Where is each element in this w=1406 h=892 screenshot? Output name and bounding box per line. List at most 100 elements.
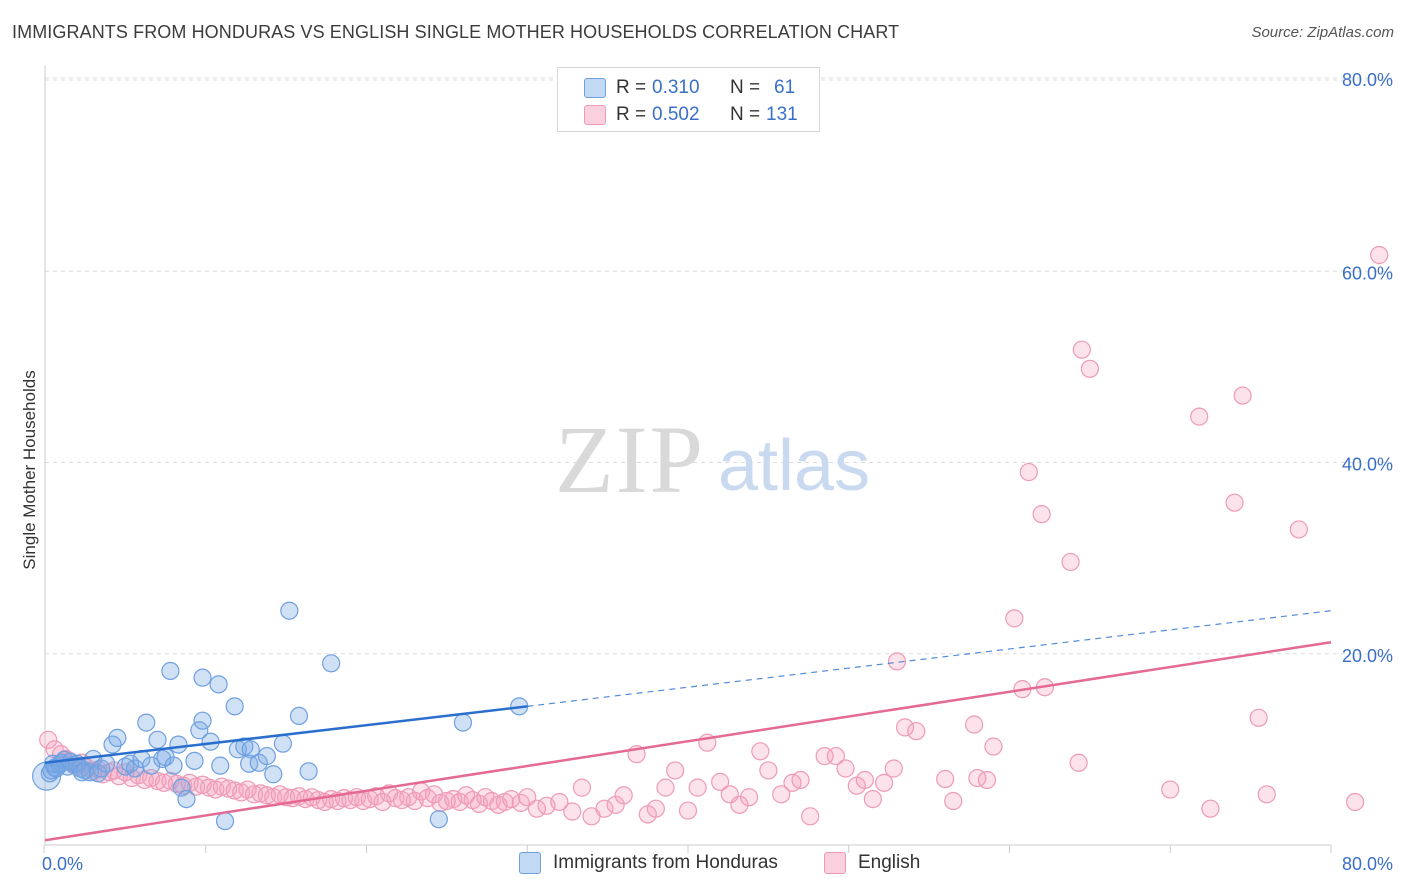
legend-item-honduras[interactable]: Immigrants from Honduras xyxy=(519,852,778,874)
data-point xyxy=(437,791,456,811)
data-point xyxy=(826,746,845,766)
data-point xyxy=(550,792,569,812)
chart-title: IMMIGRANTS FROM HONDURAS VS ENGLISH SING… xyxy=(12,22,900,42)
data-point xyxy=(1005,609,1024,628)
data-point xyxy=(177,789,196,809)
data-point xyxy=(299,762,318,781)
grid-lines xyxy=(45,77,1392,655)
data-point xyxy=(241,740,260,759)
data-point xyxy=(164,756,183,775)
data-point xyxy=(453,713,473,732)
legend-label-english: English xyxy=(858,852,921,873)
data-point xyxy=(1225,493,1244,512)
legend-swatch-blue xyxy=(519,852,541,874)
data-point xyxy=(863,789,882,809)
data-point xyxy=(39,730,58,749)
data-point xyxy=(322,654,341,673)
legend-swatch-pink xyxy=(584,105,606,125)
data-point xyxy=(1061,552,1080,572)
y-tick-label: 20.0% xyxy=(1342,646,1393,666)
data-point xyxy=(193,711,212,730)
data-point xyxy=(884,759,903,778)
data-point xyxy=(148,730,167,749)
data-point xyxy=(614,786,633,805)
data-point xyxy=(1032,505,1051,524)
data-point xyxy=(502,789,521,809)
data-point xyxy=(185,751,204,770)
data-point xyxy=(273,734,293,753)
legend-r-label: R = xyxy=(616,77,647,98)
data-point xyxy=(656,778,675,797)
data-point xyxy=(572,778,592,797)
data-point xyxy=(225,697,244,716)
data-point xyxy=(1080,359,1099,378)
data-point xyxy=(211,756,230,775)
data-point xyxy=(965,715,984,734)
data-point xyxy=(855,770,874,790)
data-point xyxy=(1190,407,1209,426)
trend-line-honduras xyxy=(44,705,528,765)
legend-r-value: 0.502 xyxy=(652,104,700,125)
data-point xyxy=(190,721,209,740)
data-point xyxy=(280,601,299,620)
data-point xyxy=(1201,799,1220,818)
data-point xyxy=(1161,780,1180,799)
y-tick-label: 60.0% xyxy=(1342,263,1393,283)
data-point xyxy=(711,772,730,791)
data-point xyxy=(563,802,582,821)
legend-n-value: 61 xyxy=(774,77,796,98)
legend-item-english[interactable]: English xyxy=(824,852,920,874)
data-point xyxy=(1289,520,1308,539)
data-point xyxy=(977,770,997,790)
data-point xyxy=(751,742,770,761)
legend-stats: R = 0.310 N = 61 R = 0.502 N = 131 xyxy=(557,67,820,132)
legend-series: Immigrants from Honduras English xyxy=(0,852,1406,878)
data-point xyxy=(1370,245,1389,265)
y-axis-label: Single Mother Households xyxy=(20,370,39,570)
data-point xyxy=(148,771,167,791)
data-point xyxy=(264,765,283,784)
data-point xyxy=(1072,340,1091,359)
data-point xyxy=(836,759,855,778)
data-point xyxy=(1233,386,1252,405)
legend-swatch-pink xyxy=(824,852,846,874)
data-point xyxy=(1069,753,1088,772)
data-point xyxy=(666,761,685,780)
data-point xyxy=(1257,785,1276,804)
legend-label-honduras: Immigrants from Honduras xyxy=(553,852,778,873)
data-point xyxy=(646,799,665,818)
data-point xyxy=(161,661,180,681)
data-point xyxy=(386,789,405,808)
data-point xyxy=(154,773,174,792)
data-point xyxy=(791,770,810,790)
data-point xyxy=(772,785,791,804)
data-point xyxy=(257,746,276,766)
data-point xyxy=(225,781,244,800)
trend-line-honduras-extension xyxy=(527,610,1332,707)
data-point xyxy=(240,754,259,773)
data-point xyxy=(801,807,820,826)
legend-swatch-blue xyxy=(584,78,606,98)
honduras-points xyxy=(32,601,529,831)
watermark: ZIP atlas xyxy=(555,406,870,513)
source-label: Source: ZipAtlas.com xyxy=(1251,24,1394,41)
legend-n-label: N = xyxy=(730,104,761,125)
legend-r-value: 0.310 xyxy=(652,77,700,98)
data-point xyxy=(944,791,963,811)
data-point xyxy=(936,769,955,789)
data-point xyxy=(244,785,264,804)
data-point xyxy=(289,706,309,726)
data-point xyxy=(199,778,219,797)
axes xyxy=(43,66,1332,853)
data-point xyxy=(1019,462,1038,482)
data-point xyxy=(895,718,915,737)
x-tick-label: 80.0% xyxy=(1342,854,1393,874)
watermark-zip: ZIP xyxy=(555,406,705,513)
data-point xyxy=(595,799,614,818)
data-point xyxy=(887,652,907,671)
data-point xyxy=(96,754,116,773)
data-point xyxy=(907,722,926,741)
legend-n-value: 131 xyxy=(766,104,798,125)
data-point xyxy=(1249,708,1268,727)
